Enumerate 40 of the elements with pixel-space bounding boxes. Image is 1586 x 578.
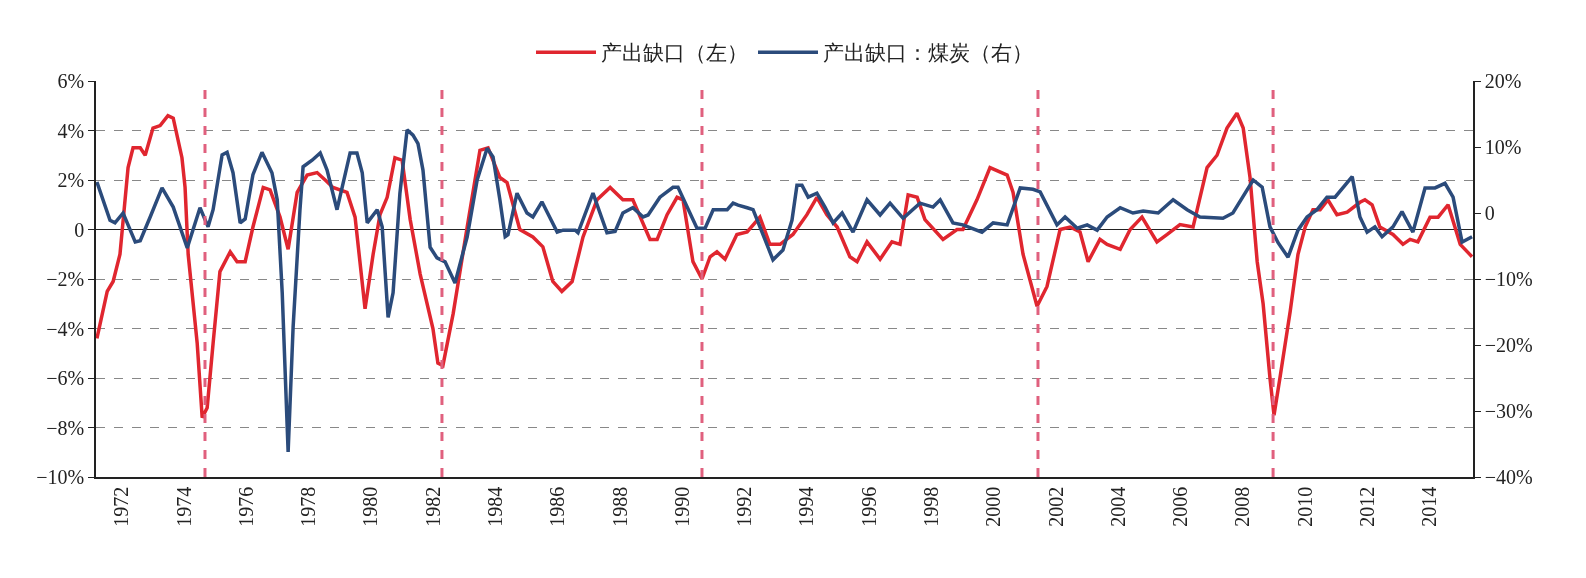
legend-label: 产出缺口：煤炭（右） [823,41,1033,66]
y-tick-label: −4% [46,317,85,340]
y2-tick-label: 0 [1484,202,1495,224]
x-tick-label: 1996 [857,486,880,527]
x-tick-label: 1980 [359,486,382,527]
y2-tick-label: −20% [1484,334,1533,356]
x-tick-label: 1994 [795,486,818,527]
x-tick-label: 1984 [484,486,507,527]
x-tick-label: 1972 [110,486,133,527]
y2-tick-label: 10% [1484,136,1522,158]
y-tick-label: −8% [46,416,85,439]
x-tick-label: 2002 [1044,486,1067,527]
y-tick-label: 2% [57,169,85,191]
y-tick-label: 0 [74,218,85,241]
x-tick-label: 2006 [1169,486,1192,527]
y2-tick-label: −40% [1484,466,1533,488]
y-tick-label: −2% [46,268,85,290]
x-tick-label: 2014 [1418,486,1441,527]
x-tick-label: 1978 [297,486,320,527]
x-tick-label: 2000 [982,486,1005,527]
y-tick-label: −10% [36,466,85,488]
x-tick-label: 1982 [421,486,444,527]
x-tick-label: 1974 [172,486,195,527]
x-tick-label: 1990 [670,486,693,527]
legend-label: 产出缺口（左） [601,41,748,66]
y-tick-label: −6% [46,367,85,389]
y2-tick-label: −30% [1484,400,1533,422]
x-tick-label: 1998 [919,486,942,527]
x-tick-label: 1992 [733,486,756,527]
y-tick-label: 6% [57,70,85,92]
x-tick-label: 2008 [1231,486,1254,527]
x-tick-label: 2004 [1106,486,1129,527]
y-tick-label: 4% [57,119,85,142]
x-tick-label: 1976 [234,486,257,527]
x-tick-label: 1986 [546,486,569,527]
y2-tick-label: −10% [1484,268,1533,290]
x-tick-label: 2012 [1355,486,1378,527]
x-tick-label: 2010 [1293,486,1316,527]
x-tick-label: 1988 [608,486,631,527]
y2-tick-label: 20% [1484,70,1522,92]
